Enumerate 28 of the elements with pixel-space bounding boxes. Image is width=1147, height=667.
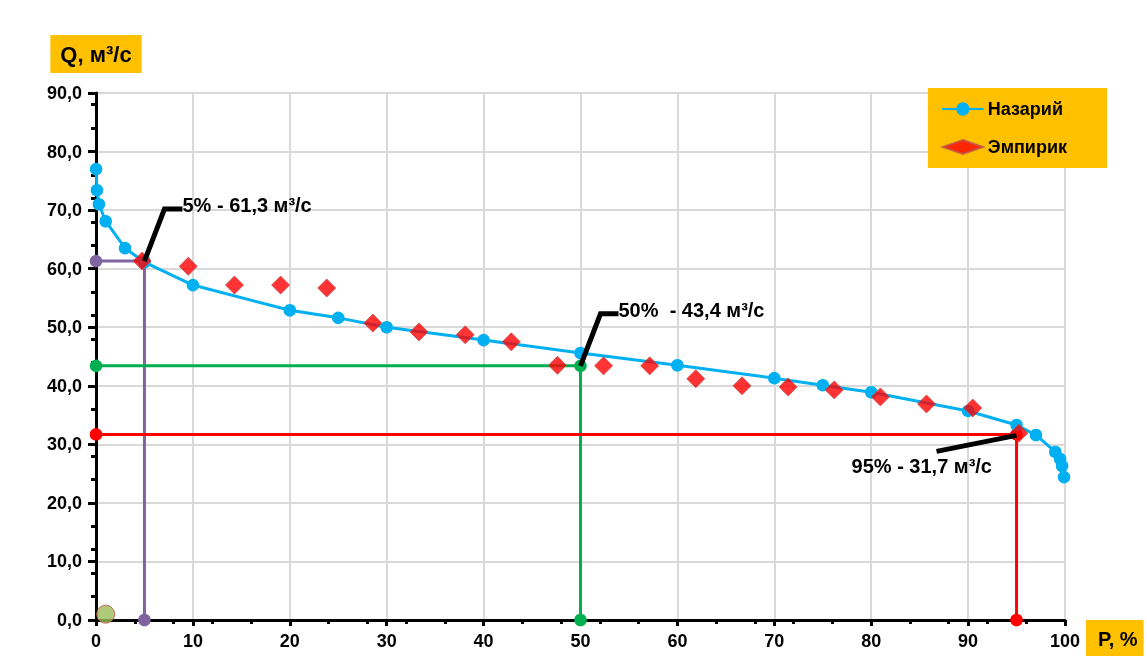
y-tick-label: 20,0 bbox=[46, 492, 82, 513]
x-tick-label: 80 bbox=[861, 631, 882, 651]
x-axis-title: P, % bbox=[1097, 628, 1138, 650]
x-tick-label: 100 bbox=[1049, 631, 1081, 651]
y-tick-label: 50,0 bbox=[46, 317, 82, 338]
x-tick-label: 10 bbox=[182, 631, 203, 651]
y-tick-label: 0,0 bbox=[56, 610, 82, 630]
x-tick-label: 0 bbox=[90, 631, 102, 651]
x-tick-label: 90 bbox=[958, 631, 979, 651]
annotation: 5% - 61,3 м³/с bbox=[182, 194, 312, 217]
y-tick-label: 30,0 bbox=[46, 434, 82, 455]
y-tick-label: 70,0 bbox=[46, 200, 82, 221]
legend-label: Назарий bbox=[987, 99, 1063, 119]
y-tick-label: 90,0 bbox=[46, 83, 82, 103]
x-tick-label: 30 bbox=[376, 631, 397, 651]
x-tick-label: 40 bbox=[473, 631, 494, 651]
y-tick-label: 80,0 bbox=[46, 141, 82, 162]
legend-label: Эмпирик bbox=[987, 137, 1068, 157]
x-tick-label: 20 bbox=[279, 631, 300, 651]
y-tick-label: 40,0 bbox=[46, 375, 82, 396]
x-tick-label: 50 bbox=[570, 631, 591, 651]
y-axis-title: Q, м³/с bbox=[60, 41, 132, 67]
y-tick-label: 60,0 bbox=[46, 258, 82, 279]
x-tick-label: 70 bbox=[764, 631, 785, 651]
annotation: 95% - 31,7 м³/с bbox=[851, 455, 992, 478]
y-tick-label: 10,0 bbox=[46, 551, 82, 572]
x-tick-label: 60 bbox=[667, 631, 688, 651]
annotation: 50% - 43,4 м³/с bbox=[618, 298, 765, 321]
